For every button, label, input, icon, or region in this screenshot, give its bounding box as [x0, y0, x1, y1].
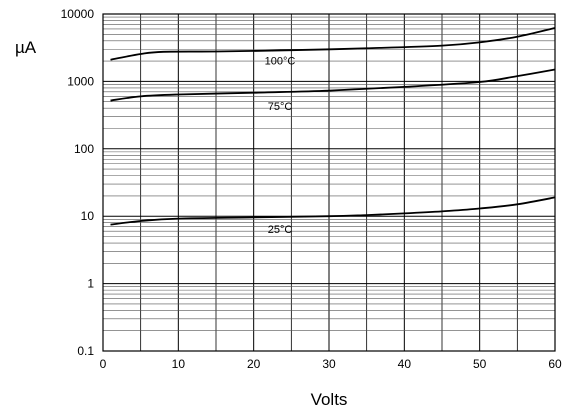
series-group: [110, 27, 556, 226]
x-tick-label: 60: [548, 357, 562, 371]
x-axis-label: Volts: [311, 390, 348, 409]
series-labels: 100°C 75°C 25°C: [265, 55, 296, 236]
tick-labels: 0 10 20 30 40 50 60 0.1 1 10 100 1000 10000: [61, 7, 562, 371]
x-tick-label: 10: [172, 357, 186, 371]
series-line: [110, 27, 556, 61]
y-axis-label: µA: [15, 38, 37, 57]
series-label: 100°C: [265, 55, 296, 67]
y-tick-label: 1: [87, 277, 94, 291]
x-tick-label: 40: [398, 357, 412, 371]
x-tick-label: 20: [247, 357, 261, 371]
y-tick-label: 0.1: [77, 344, 94, 358]
y-tick-label: 10: [81, 209, 95, 223]
x-tick-label: 30: [322, 357, 336, 371]
y-tick-label: 10000: [61, 7, 95, 21]
grid: [102, 13, 556, 352]
plot-frame: [102, 13, 556, 352]
x-tick-label: 0: [100, 357, 107, 371]
series-line: [110, 68, 556, 102]
series-label: 25°C: [268, 224, 293, 236]
series-line: [110, 196, 556, 226]
series-label: 75°C: [268, 101, 293, 113]
y-tick-label: 1000: [67, 74, 94, 88]
x-tick-label: 50: [473, 357, 487, 371]
y-tick-label: 100: [74, 142, 94, 156]
